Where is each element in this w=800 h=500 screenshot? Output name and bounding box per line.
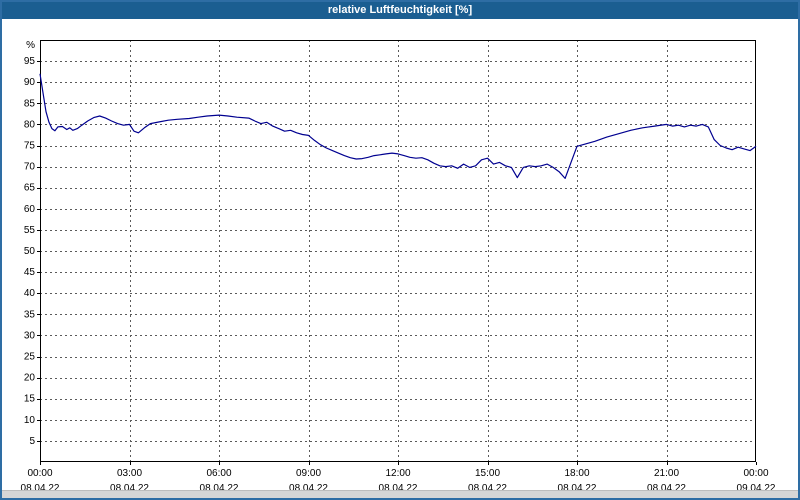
y-tick-label: 85 bbox=[24, 98, 36, 109]
x-tick-date: 08.04.22 bbox=[289, 483, 328, 494]
y-tick-label: 60 bbox=[24, 204, 36, 215]
x-tick-date: 08.04.22 bbox=[21, 483, 60, 494]
x-tick-time: 15:00 bbox=[475, 468, 500, 479]
x-tick-time: 03:00 bbox=[117, 468, 142, 479]
x-tick-time: 00:00 bbox=[27, 468, 52, 479]
y-tick-label: 90 bbox=[24, 77, 36, 88]
y-tick-label: 80 bbox=[24, 119, 36, 130]
status-strip bbox=[2, 490, 798, 498]
plot-border bbox=[40, 40, 756, 462]
humidity-line bbox=[39, 73, 757, 179]
x-tick-date: 08.04.22 bbox=[558, 483, 597, 494]
y-tick-label: 5 bbox=[29, 436, 35, 447]
axis-ticks bbox=[37, 61, 757, 465]
y-tick-label: 20 bbox=[24, 373, 36, 384]
x-tick-time: 18:00 bbox=[564, 468, 589, 479]
window-title: relative Luftfeuchtigkeit [%] bbox=[327, 4, 473, 16]
y-tick-label: 55 bbox=[24, 225, 36, 236]
y-tick-label: 70 bbox=[24, 162, 36, 173]
y-tick-label: 75 bbox=[24, 141, 36, 152]
y-tick-label: 40 bbox=[24, 288, 36, 299]
y-tick-label: 15 bbox=[24, 394, 36, 405]
x-tick-time: 06:00 bbox=[206, 468, 231, 479]
x-tick-time: 09:00 bbox=[296, 468, 321, 479]
y-tick-label: 25 bbox=[24, 352, 36, 363]
axis-labels: 95 90 85 80 75 70 65 60 55 50 45 40 35 30 25 20 15 10 5% 00… bbox=[21, 40, 776, 494]
x-tick-time: 21:00 bbox=[654, 468, 679, 479]
x-tick-time: 00:00 bbox=[743, 468, 768, 479]
y-tick-label: 45 bbox=[24, 267, 36, 278]
x-tick-time: 12:00 bbox=[385, 468, 410, 479]
window-title-bar: relative Luftfeuchtigkeit [%] bbox=[2, 2, 798, 19]
y-axis-unit: % bbox=[26, 40, 35, 51]
x-tick-date: 08.04.22 bbox=[379, 483, 418, 494]
y-tick-label: 30 bbox=[24, 330, 36, 341]
gridlines bbox=[40, 40, 756, 462]
y-tick-label: 10 bbox=[24, 415, 36, 426]
x-tick-date: 08.04.22 bbox=[200, 483, 239, 494]
y-tick-label: 35 bbox=[24, 309, 36, 320]
y-tick-label: 50 bbox=[24, 246, 36, 257]
y-tick-label: 95 bbox=[24, 56, 36, 67]
x-tick-date: 09.04.22 bbox=[737, 483, 776, 494]
x-tick-date: 08.04.22 bbox=[468, 483, 507, 494]
x-tick-date: 08.04.22 bbox=[647, 483, 686, 494]
x-tick-date: 08.04.22 bbox=[110, 483, 149, 494]
y-tick-label: 65 bbox=[24, 183, 36, 194]
